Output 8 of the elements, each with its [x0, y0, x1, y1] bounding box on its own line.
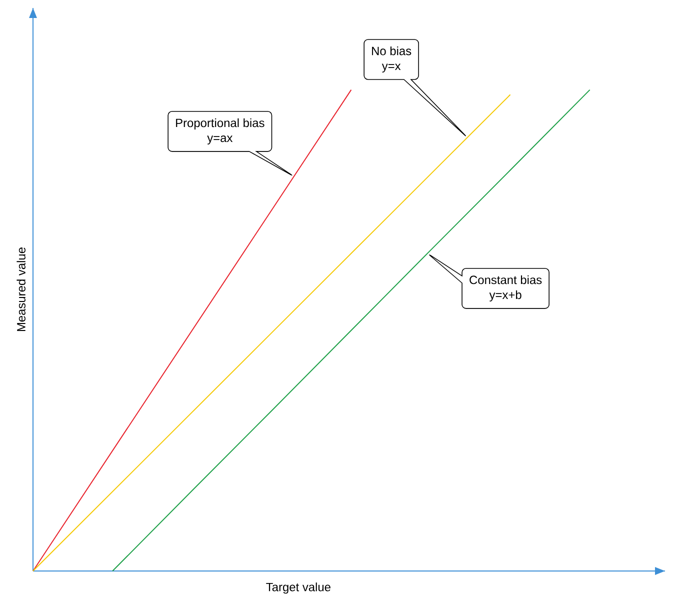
annotation: y=x+b — [489, 290, 522, 302]
y-axis-title: Measured value — [16, 248, 26, 332]
annotation: Constant bias — [470, 275, 542, 284]
text: y=x — [382, 64, 401, 73]
annotation: Proportional bias — [176, 118, 264, 130]
annotation: y=ax — [207, 136, 233, 144]
text: No bias — [372, 46, 412, 56]
x-axis-title: Target value — [266, 582, 330, 594]
